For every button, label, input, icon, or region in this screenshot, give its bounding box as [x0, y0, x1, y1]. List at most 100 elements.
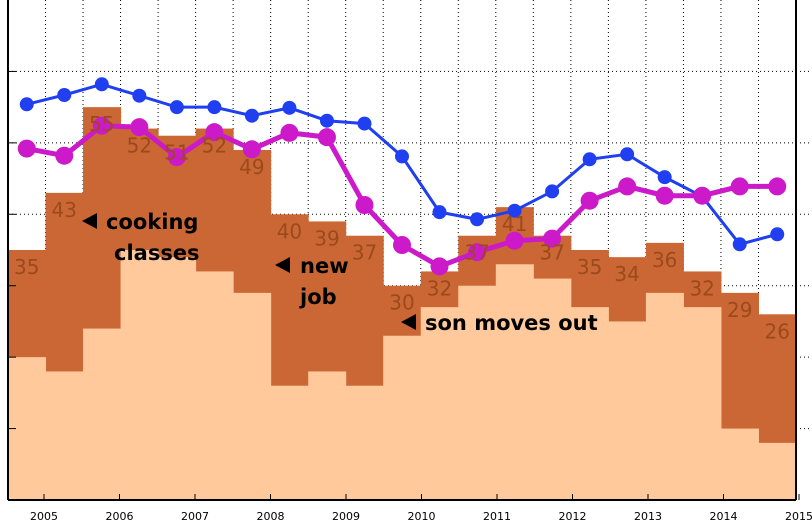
bar-light — [83, 328, 122, 500]
series-point-0 — [57, 88, 72, 102]
bar-value-label: 32 — [427, 276, 452, 300]
series-point-1 — [693, 186, 712, 205]
bar-light — [495, 264, 534, 500]
annotation-text: classes — [114, 241, 200, 265]
annotation-text: cooking — [106, 210, 198, 234]
bar-value-label: 35 — [577, 255, 602, 279]
x-axis-ticks: 2005 2006 2007 2008 2009 2010 2011 2012 2013 2014… — [30, 494, 812, 523]
series-point-0 — [507, 203, 522, 218]
series-point-0 — [169, 100, 184, 115]
bar-value-label: 35 — [14, 255, 39, 279]
annotation-text: job — [299, 285, 337, 309]
data-labels: 35 43 55 52 51 52 49 40 39 37 30 32 37 41 37 35 34 36 32 29… — [14, 112, 790, 343]
bar-light — [758, 442, 797, 500]
x-tick-label: 2013 — [634, 510, 662, 523]
bar-value-label: 37 — [464, 241, 489, 265]
series-point-1 — [205, 123, 224, 142]
series-point-1 — [543, 229, 562, 248]
x-tick-label: 2012 — [559, 510, 587, 523]
annotation-text: new — [300, 254, 349, 278]
bar-value-label: 51 — [164, 141, 189, 165]
bar-light — [45, 371, 84, 500]
bar-light — [308, 371, 347, 500]
series-point-0 — [207, 100, 222, 115]
bar-value-label: 36 — [652, 248, 677, 272]
series-lines — [17, 77, 787, 276]
x-tick-label: 2014 — [710, 510, 738, 523]
series-point-0 — [19, 97, 34, 112]
series-point-0 — [545, 184, 560, 199]
bar-areas — [8, 107, 797, 501]
bar-value-label: 39 — [314, 226, 339, 250]
series-point-0 — [357, 116, 372, 131]
bar-value-label: 37 — [539, 241, 564, 265]
x-tick-label: 2009 — [332, 510, 360, 523]
annotation-text: son moves out — [425, 311, 598, 335]
bar-light — [683, 307, 722, 500]
bar-light — [570, 307, 609, 500]
series-point-0 — [620, 147, 635, 162]
series-point-1 — [167, 148, 186, 167]
x-tick-label: 2015 — [785, 510, 812, 523]
series-point-1 — [317, 128, 336, 147]
bar-light — [345, 385, 384, 500]
bar-value-label: 49 — [239, 155, 264, 179]
x-tick-label: 2011 — [483, 510, 511, 523]
bar-light — [720, 428, 759, 500]
bar-light — [533, 278, 572, 500]
bar-value-label: 26 — [765, 319, 790, 343]
bar-light — [270, 385, 309, 500]
annotations: cooking classes new job son moves out — [82, 210, 598, 335]
series-point-0 — [470, 212, 485, 227]
series-point-0 — [94, 77, 109, 92]
bar-value-label: 30 — [389, 291, 414, 315]
bar-light — [233, 292, 272, 500]
x-tick-label: 2010 — [408, 510, 436, 523]
series-point-1 — [280, 123, 299, 142]
series-point-1 — [430, 257, 449, 276]
x-tick-label: 2007 — [181, 510, 209, 523]
bar-light — [608, 321, 647, 500]
series-point-0 — [282, 100, 297, 115]
bar-value-label: 43 — [52, 198, 77, 222]
bar-value-label: 41 — [502, 212, 527, 236]
series-point-1 — [618, 177, 637, 196]
bar-light — [158, 257, 197, 500]
series-point-1 — [505, 231, 524, 250]
x-tick-label: 2006 — [106, 510, 134, 523]
series-point-1 — [730, 177, 749, 196]
series-point-1 — [17, 139, 36, 158]
axes — [7, 0, 797, 501]
annotation-arrow-icon — [82, 213, 97, 229]
annotation-arrow-icon — [275, 257, 290, 273]
bar-value-label: 52 — [202, 134, 227, 158]
bar-light — [645, 292, 684, 500]
bar-value-label: 34 — [614, 262, 639, 286]
bar-light — [383, 335, 422, 500]
bar-value-label: 40 — [277, 219, 302, 243]
bar-light — [195, 271, 234, 500]
series-point-0 — [319, 113, 334, 128]
series-point-1 — [130, 118, 149, 137]
bar-value-label: 32 — [689, 276, 714, 300]
series-point-1 — [468, 243, 487, 262]
annotation-arrow-icon — [401, 314, 416, 330]
bar-value-label: 29 — [727, 298, 752, 322]
series-point-0 — [132, 88, 147, 103]
series-point-0 — [657, 170, 672, 185]
bar-value-label: 55 — [89, 112, 114, 136]
series-point-0 — [582, 152, 597, 167]
series-point-0 — [244, 108, 259, 123]
series-point-1 — [355, 196, 374, 214]
x-tick-label: 2005 — [30, 510, 58, 523]
series-point-0 — [432, 205, 447, 220]
bar-light — [420, 307, 459, 500]
bar-light — [120, 250, 159, 500]
series-point-1 — [92, 116, 111, 135]
bar-light — [458, 285, 497, 500]
series-point-1 — [768, 177, 787, 196]
series-point-1 — [580, 191, 599, 210]
bar-value-label: 52 — [127, 134, 152, 158]
series-point-1 — [393, 236, 411, 254]
